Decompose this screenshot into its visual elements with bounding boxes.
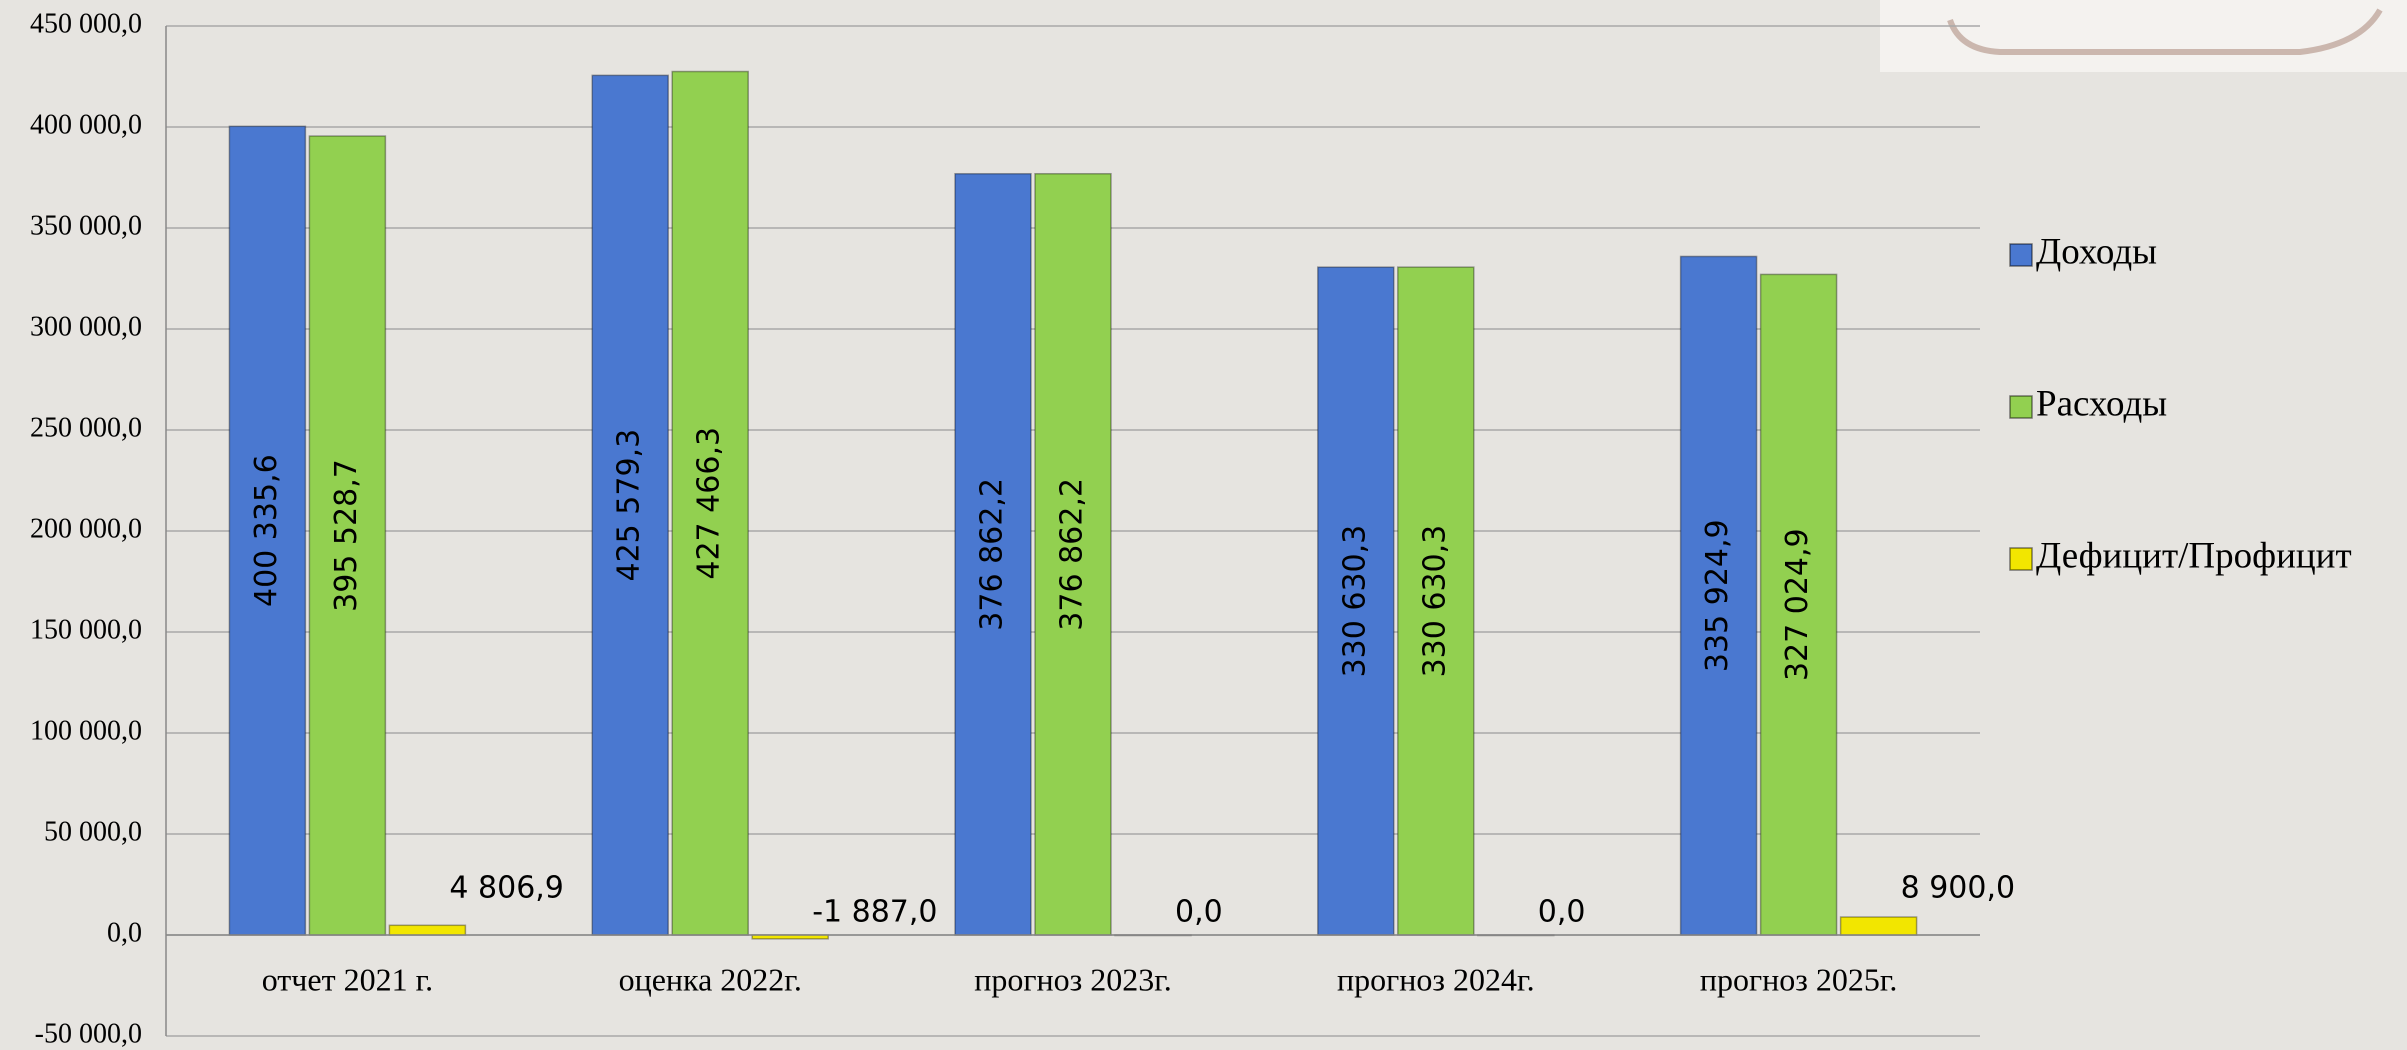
y-tick-label: 100 000,0 (30, 715, 142, 746)
bar (388, 924, 467, 936)
y-tick-label: 400 000,0 (30, 109, 142, 140)
value-label: 376 862,2 (975, 478, 1010, 631)
y-tick-label: 0,0 (107, 917, 142, 948)
value-label: 395 528,7 (329, 459, 364, 612)
y-tick-label: -50 000,0 (35, 1018, 142, 1049)
x-tick-label: прогноз 2023г. (974, 961, 1172, 997)
legend-swatch (2009, 395, 2033, 419)
x-tick-label: прогноз 2025г. (1700, 961, 1898, 997)
y-tick-label: 150 000,0 (30, 614, 142, 645)
value-label: 330 630,3 (1337, 525, 1372, 678)
legend-swatch (2009, 547, 2033, 571)
value-label: 8 900,0 (1901, 871, 2016, 906)
bar (1034, 172, 1112, 936)
bar (1679, 255, 1758, 936)
value-label: 335 924,9 (1700, 519, 1735, 672)
y-tick-label: 450 000,0 (30, 8, 142, 39)
y-tick-label: 350 000,0 (30, 210, 142, 241)
y-tick-label: 50 000,0 (44, 816, 142, 847)
legend-swatch (2009, 243, 2033, 267)
value-label: 0,0 (1538, 895, 1586, 930)
decorative-image (1880, 0, 2407, 72)
bar (228, 125, 307, 936)
value-label: 376 862,2 (1055, 478, 1090, 631)
bar (1759, 273, 1838, 936)
legend-label: Доходы (2036, 231, 2157, 272)
bar (1397, 266, 1475, 936)
x-tick-label: отчет 2021 г. (262, 961, 433, 997)
x-tick-label: прогноз 2024г. (1337, 961, 1535, 997)
value-label: 425 579,3 (612, 429, 647, 582)
bar (954, 172, 1032, 936)
value-label: 0,0 (1175, 895, 1223, 930)
y-tick-label: 300 000,0 (30, 311, 142, 342)
value-label: 400 335,6 (249, 454, 284, 607)
y-tick-label: 200 000,0 (30, 513, 142, 544)
x-tick-label: оценка 2022г. (619, 961, 802, 997)
legend-label: Дефицит/Профицит (2036, 535, 2352, 576)
value-label: 4 806,9 (449, 871, 564, 906)
decorative-image-shape (1947, 8, 2383, 55)
y-tick-label: 250 000,0 (30, 412, 142, 443)
bar (1317, 266, 1395, 936)
legend-label: Расходы (2036, 383, 2167, 424)
value-label: -1 887,0 (812, 895, 937, 930)
value-label: 327 024,9 (1780, 528, 1815, 681)
bar (671, 70, 749, 936)
value-label: 330 630,3 (1417, 525, 1452, 678)
bar (308, 135, 387, 936)
bar (1839, 916, 1918, 936)
value-label: 427 466,3 (692, 427, 727, 580)
bar (591, 74, 669, 936)
